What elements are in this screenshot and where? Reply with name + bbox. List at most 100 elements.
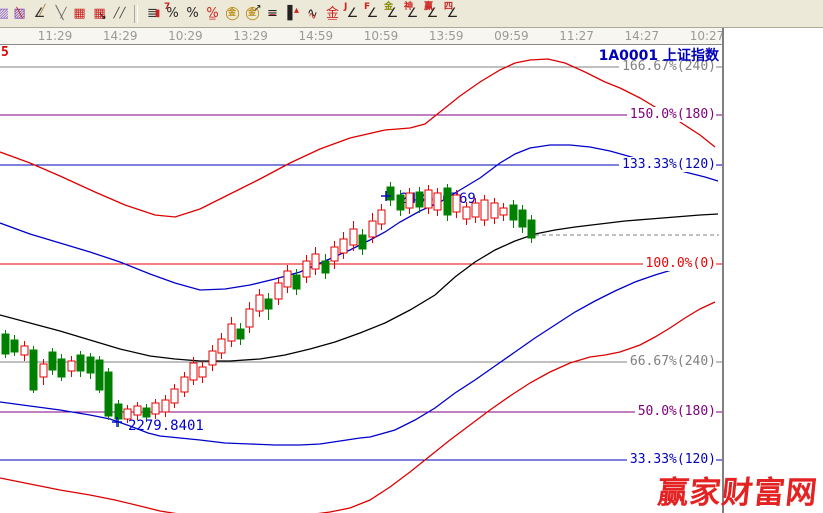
time-axis-label: 09:59 (494, 29, 529, 43)
ruler-candles-icon[interactable]: ≣ ▮ (147, 6, 161, 21)
candle (509, 204, 518, 221)
candle (39, 363, 48, 378)
gold-circle-arrow-icon[interactable]: ◯ ↗ 金 (245, 2, 262, 21)
time-axis-label: 14:29 (102, 29, 138, 43)
shen-angle-icon[interactable]: ∠ 神 (404, 2, 419, 21)
candle (527, 219, 536, 239)
candle (133, 405, 142, 416)
gold-underline-icon[interactable]: 金 — (325, 6, 339, 25)
candle (396, 194, 405, 211)
symbol-label: 1A0001 上证指数 (598, 48, 719, 64)
clipped-edge-icon[interactable]: ▨ (0, 6, 8, 21)
band-curves (0, 58, 719, 513)
candle (245, 308, 254, 328)
candle (433, 192, 442, 211)
candle (95, 359, 104, 391)
curve-upper-red-envelope (0, 58, 716, 218)
parallel-lines-icon[interactable]: ╱╱ (113, 7, 126, 19)
fib-level-label: 133.33%(120) (619, 157, 716, 172)
candle (424, 189, 433, 209)
candle (274, 282, 283, 300)
candle (452, 194, 461, 213)
candle (405, 192, 414, 209)
candle (490, 202, 499, 219)
candle (57, 358, 66, 378)
candle (471, 202, 480, 218)
candle (462, 206, 471, 220)
gold-angle-icon[interactable]: ∠ 金 (384, 2, 399, 21)
candle (29, 349, 38, 391)
fib-level-label: 50.0%(180) (634, 404, 716, 419)
candle (114, 403, 123, 420)
percent-icon[interactable]: % (186, 6, 199, 21)
time-axis-label: 14:27 (624, 29, 660, 43)
candle (227, 323, 236, 342)
candle (189, 362, 198, 381)
candle (518, 209, 527, 228)
fib-level-label: 33.33%(120) (626, 452, 716, 467)
curve-lower-blue-band (0, 262, 716, 446)
fib-level-label: 166.67%(240) (619, 59, 716, 74)
time-axis-label: 13:59 (428, 29, 464, 43)
chart-right-border (722, 28, 724, 513)
gold-circle-icon[interactable]: ◯ 金 (225, 6, 240, 21)
wand-grid-icon[interactable]: ▨ ╲ (13, 6, 26, 21)
toolbar-separator (134, 4, 138, 23)
j-angle-icon[interactable]: ∠ J (344, 2, 359, 21)
candle (368, 220, 377, 238)
candle (67, 360, 76, 372)
wave-icon[interactable]: ∿ ∿ (307, 6, 318, 22)
candle (349, 228, 358, 246)
curve-lower-red-envelope (0, 301, 716, 513)
candle (480, 199, 489, 221)
percent-seven-icon[interactable]: % 7 (164, 2, 179, 21)
three-lines-icon[interactable]: ≡ ─ (267, 6, 278, 21)
candle (311, 253, 320, 270)
percent-lines-icon[interactable]: % = (206, 6, 219, 24)
candle (443, 187, 452, 216)
grid-arrow-icon[interactable]: ▦ ↘ (93, 6, 107, 22)
candle (76, 354, 85, 372)
toolbar: ▨ ▨ ╲ ∠ ╱ ╲ ╱ ▦ ▦ ↘ ╱╱ ≣ ▮% 7% % = ◯ 金 ◯ ↗ 金 ≡ ─ ▌ ▴ ∿ ∿ 金 — ∠ J ∠ F ∠ 金 ∠ 神… (0, 0, 823, 28)
time-axis-label: 10:27 (689, 29, 725, 43)
fib-level-label: 66.67%(240) (626, 354, 716, 369)
candle (255, 294, 264, 312)
curve-black-midline (0, 213, 719, 362)
candle (264, 298, 273, 310)
pencil-lines-icon[interactable]: ∠ ╱ (33, 4, 46, 21)
fib-level-label: 100.0%(0) (642, 256, 716, 271)
candle (499, 207, 508, 216)
candle (330, 246, 339, 262)
candle (283, 270, 292, 288)
candle (20, 345, 29, 356)
clipped-price-digit: 5 (1, 45, 9, 60)
time-axis-label: 13:29 (233, 29, 268, 43)
time-axis-label: 11:27 (559, 29, 594, 43)
candle (161, 399, 170, 413)
ying-angle-icon[interactable]: ∠ 赢 (424, 2, 439, 21)
low-price-annotation: 2279.8401 (128, 418, 204, 434)
candle (217, 338, 226, 354)
watermark: 赢家财富网 (655, 475, 820, 511)
curve-upper-blue-band (0, 144, 719, 291)
zigzag-icon[interactable]: ╲ ╱ (55, 6, 67, 21)
candle (170, 388, 179, 404)
si-angle-icon[interactable]: ∠ 四 (444, 2, 459, 21)
candle (180, 376, 189, 393)
brush-flame-icon[interactable]: ▌ ▴ (287, 4, 300, 21)
time-axis-label: 10:29 (168, 29, 203, 43)
time-axis-label: 10:59 (363, 29, 399, 43)
f-angle-icon[interactable]: ∠ F (364, 2, 379, 21)
time-axis-label: 11:29 (37, 29, 73, 43)
candle (321, 260, 330, 274)
candle (302, 260, 311, 278)
candle (142, 407, 151, 418)
candle (339, 238, 348, 254)
swing-markers (112, 191, 391, 427)
candle (358, 234, 367, 250)
candle (1, 333, 10, 355)
candle (123, 408, 132, 420)
grid-icon[interactable]: ▦ (73, 6, 86, 21)
time-axis: 11:29 14:29 10:29 13:29 14:59 10:59 13:59 09:59… (0, 28, 725, 45)
